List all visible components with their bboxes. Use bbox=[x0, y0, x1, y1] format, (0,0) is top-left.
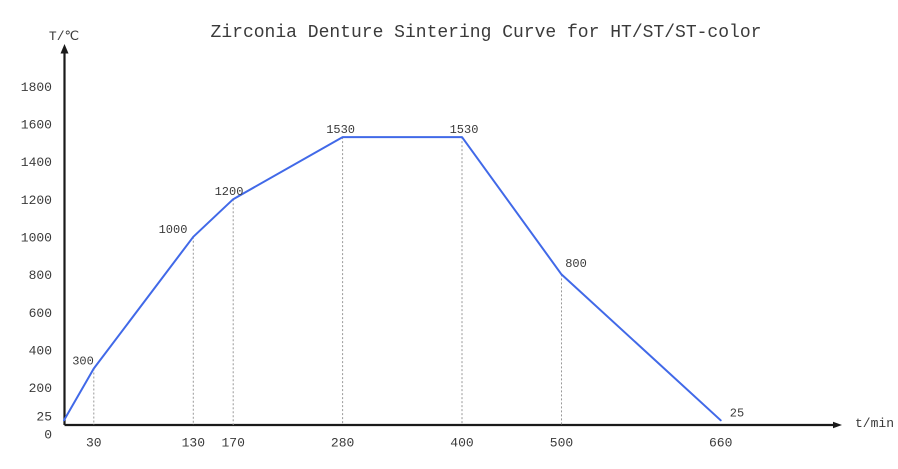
svg-text:400: 400 bbox=[29, 343, 52, 358]
svg-text:t/min: t/min bbox=[855, 416, 894, 431]
svg-text:600: 600 bbox=[29, 306, 52, 321]
svg-text:170: 170 bbox=[221, 436, 244, 451]
svg-text:1000: 1000 bbox=[21, 231, 52, 246]
svg-text:1600: 1600 bbox=[21, 118, 52, 133]
svg-text:1200: 1200 bbox=[215, 185, 244, 199]
svg-text:T/℃: T/℃ bbox=[49, 29, 79, 44]
svg-text:130: 130 bbox=[182, 436, 205, 451]
svg-text:1400: 1400 bbox=[21, 155, 52, 170]
svg-text:1530: 1530 bbox=[450, 123, 479, 137]
svg-text:1200: 1200 bbox=[21, 193, 52, 208]
svg-text:660: 660 bbox=[709, 436, 732, 451]
svg-text:200: 200 bbox=[29, 381, 52, 396]
svg-text:500: 500 bbox=[550, 436, 573, 451]
svg-text:1000: 1000 bbox=[159, 223, 188, 237]
svg-text:25: 25 bbox=[36, 410, 52, 425]
svg-text:800: 800 bbox=[565, 257, 587, 271]
svg-text:300: 300 bbox=[72, 355, 94, 369]
svg-text:280: 280 bbox=[331, 436, 354, 451]
svg-text:1530: 1530 bbox=[326, 123, 355, 137]
svg-text:800: 800 bbox=[29, 268, 52, 283]
svg-text:30: 30 bbox=[86, 436, 102, 451]
svg-text:400: 400 bbox=[450, 436, 473, 451]
svg-text:0: 0 bbox=[44, 428, 52, 443]
svg-text:Zirconia Denture Sintering Cur: Zirconia Denture Sintering Curve for HT/… bbox=[211, 23, 762, 43]
svg-text:1800: 1800 bbox=[21, 80, 52, 95]
svg-text:25: 25 bbox=[730, 406, 744, 420]
